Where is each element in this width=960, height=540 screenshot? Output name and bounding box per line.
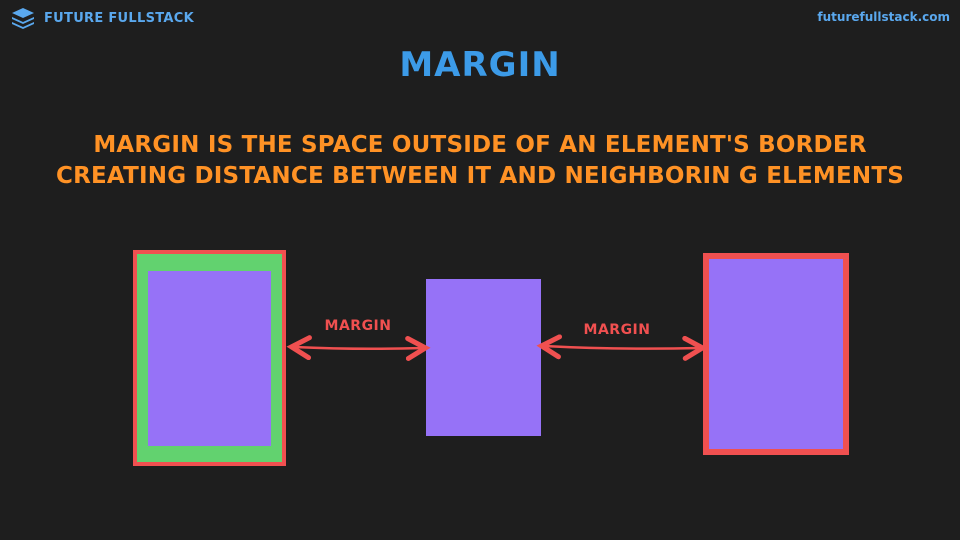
slide-subtitle: MARGIN IS THE SPACE OUTSIDE OF AN ELEMEN… bbox=[40, 130, 920, 192]
left-margin-label: MARGIN bbox=[325, 318, 392, 334]
subtitle-line-1: MARGIN IS THE SPACE OUTSIDE OF AN ELEMEN… bbox=[93, 132, 867, 158]
left-element-box bbox=[133, 250, 286, 466]
right-margin-label: MARGIN bbox=[584, 322, 651, 338]
left-margin-arrow bbox=[294, 347, 423, 349]
stacked-layers-icon bbox=[12, 8, 34, 29]
right-element-box bbox=[703, 253, 849, 455]
subtitle-line-2: CREATING DISTANCE BETWEEN IT AND NEIGHBO… bbox=[56, 163, 904, 189]
brand-name: FUTURE FULLSTACK bbox=[44, 10, 194, 26]
right-margin-arrow bbox=[544, 346, 700, 349]
brand[interactable]: FUTURE FULLSTACK bbox=[10, 6, 194, 30]
left-element-content bbox=[148, 271, 271, 446]
middle-element-box bbox=[426, 279, 541, 436]
slide-title: MARGIN bbox=[399, 45, 561, 85]
site-url-link[interactable]: futurefullstack.com bbox=[817, 10, 950, 24]
right-element-content bbox=[709, 259, 843, 449]
